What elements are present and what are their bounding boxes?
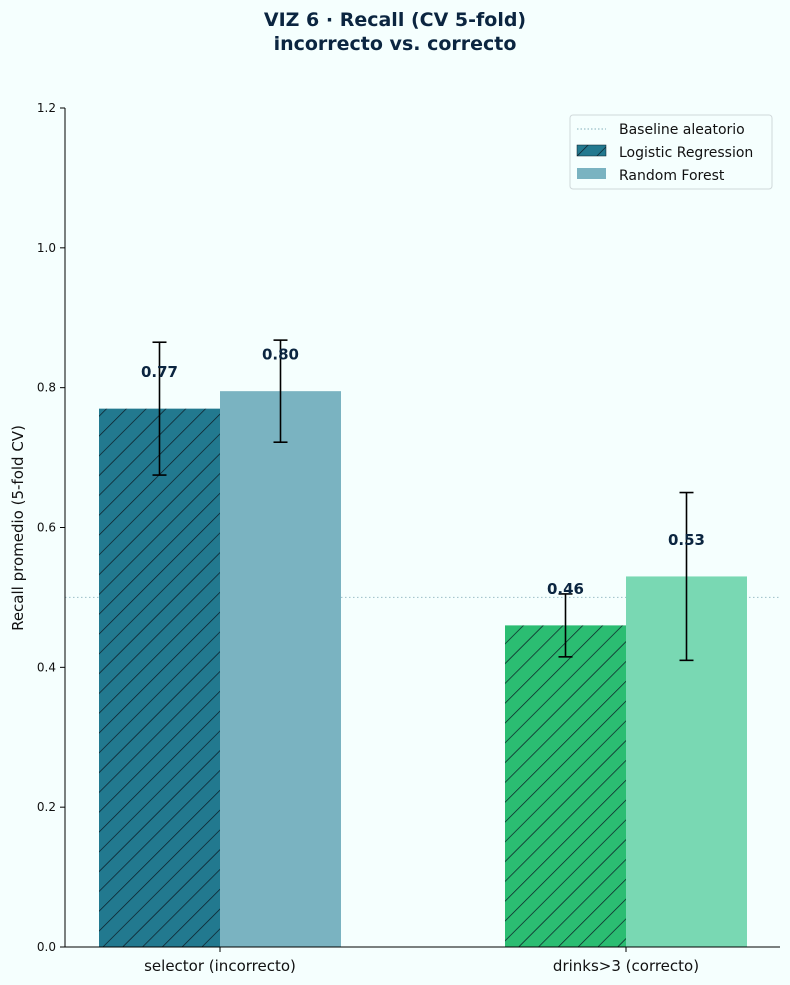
plot-area: 0.77 0.46 0.80 0.53 0.0 0.2 0.4 0.6 0.8 1.0 1.2 sel… (37, 101, 780, 975)
y-tick-label: 0.2 (37, 800, 56, 814)
bar-logistic-regression-1 (505, 625, 626, 947)
legend: Baseline aleatorio Logistic Regression R… (569, 114, 773, 190)
y-tick-label: 0.4 (37, 660, 56, 674)
bar-random-forest-0 (220, 391, 341, 948)
legend-baseline-label: Baseline aleatorio (619, 122, 745, 138)
x-category-label: selector (incorrecto) (144, 957, 296, 975)
y-axis-title: Recall promedio (5-fold CV) (9, 425, 27, 631)
legend-random-forest-swatch (577, 168, 606, 179)
data-label-logistic-regression-0: 0.77 (141, 363, 178, 381)
chart-subtitle: incorrecto vs. correcto (274, 33, 517, 55)
y-tick-label: 1.2 (37, 101, 56, 115)
legend-box (569, 114, 773, 190)
y-tick-label: 0.8 (37, 381, 56, 395)
x-category-label: drinks>3 (correcto) (553, 957, 699, 975)
data-label-logistic-regression-1: 0.46 (547, 580, 584, 598)
legend-logistic-regression-swatch (576, 144, 607, 157)
legend-random-forest-label: Random Forest (619, 168, 725, 184)
y-tick-label: 1.0 (37, 241, 56, 255)
data-label-random-forest-1: 0.53 (668, 531, 705, 549)
data-label-random-forest-0: 0.80 (262, 346, 299, 364)
chart-title: VIZ 6 · Recall (CV 5-fold) (264, 9, 526, 31)
y-tick-label: 0.0 (37, 940, 56, 954)
legend-logistic-regression-label: Logistic Regression (619, 145, 753, 161)
y-tick-label: 0.6 (37, 521, 56, 535)
bar-logistic-regression-0 (99, 408, 220, 947)
